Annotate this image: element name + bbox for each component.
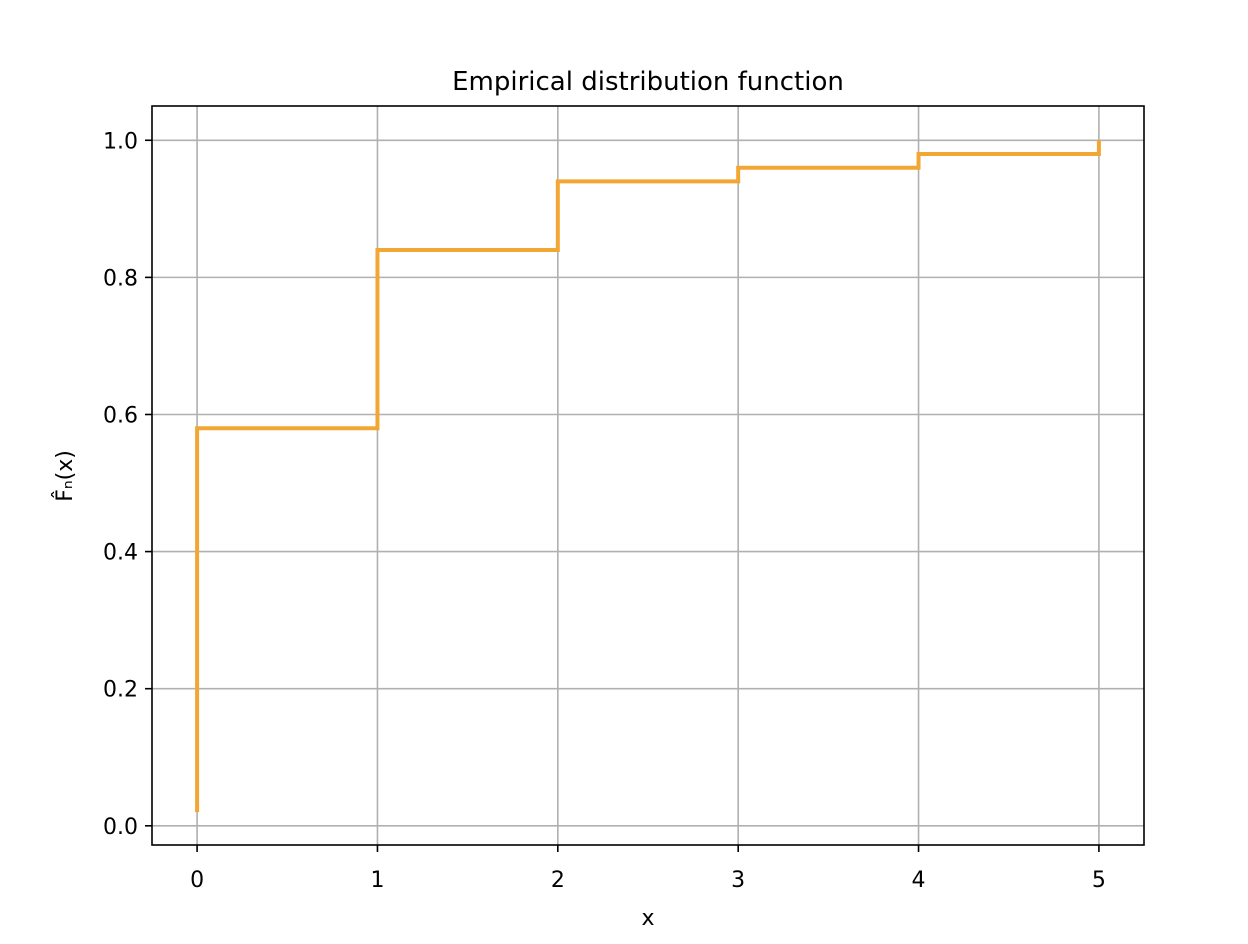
x-tick-label: 4 [912, 868, 926, 893]
x-axis-label: x [641, 906, 654, 931]
x-tick-label: 2 [551, 868, 565, 893]
plot-frame [151, 105, 1145, 846]
ticks-layer: 0 1 2 3 4 5 0.0 0.2 0.4 0.6 0.8 1.0 [103, 129, 1106, 893]
x-tick-label: 5 [1092, 868, 1106, 893]
y-tick-label: 0.6 [103, 403, 138, 428]
grid-layer [152, 106, 1144, 845]
y-tick-label: 0.2 [103, 678, 138, 703]
x-tick-label: 1 [370, 868, 384, 893]
chart-title: Empirical distribution function [452, 67, 844, 97]
x-tick-label: 3 [731, 868, 745, 893]
y-tick-label: 0.8 [103, 266, 138, 291]
ecdf-step-line [195, 140, 1101, 813]
y-tick-label: 0.4 [103, 541, 138, 566]
y-axis-label: F̂ₙ(x) [52, 450, 78, 502]
series-layer [195, 140, 1101, 813]
x-tick-label: 0 [190, 868, 204, 893]
y-tick-label: 1.0 [103, 129, 138, 154]
y-tick-label: 0.0 [103, 815, 138, 840]
